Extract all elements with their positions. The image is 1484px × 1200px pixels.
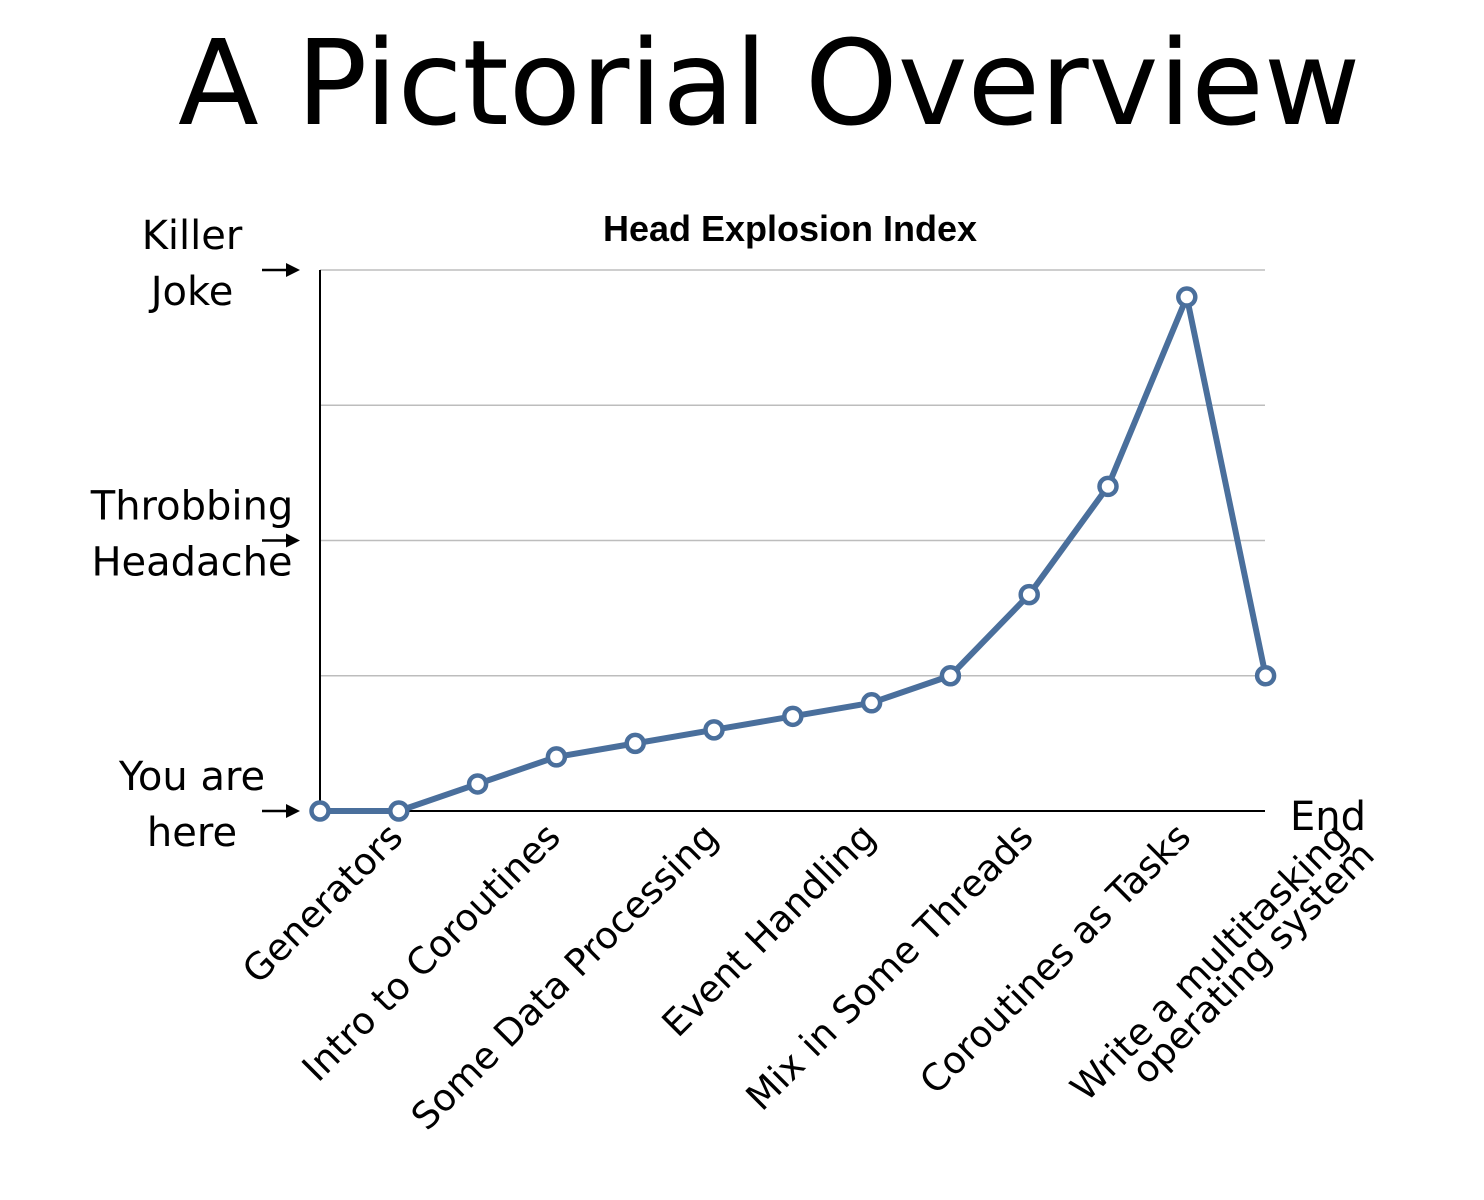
data-point: [860, 692, 883, 714]
y-annotation-label: Joke: [148, 269, 234, 315]
x-tick-label: Mix in Some Threads: [738, 815, 1042, 1119]
arrow-head-icon: [286, 263, 300, 277]
data-point: [624, 732, 646, 755]
x-tick-label: Generators: [234, 815, 411, 992]
data-point: [1176, 286, 1198, 308]
data-point: [466, 773, 489, 795]
data-point: [939, 665, 962, 687]
data-point: [545, 746, 568, 768]
series-head-explosion: [309, 286, 1277, 822]
chart-title: Head Explosion Index: [603, 208, 977, 249]
data-point: [1018, 583, 1040, 606]
y-annotation-label: Killer: [142, 213, 243, 259]
arrow-head-icon: [286, 533, 300, 548]
arrow-head-icon: [286, 804, 300, 818]
y-annotation-label: Headache: [91, 540, 292, 586]
data-point: [388, 800, 410, 822]
end-label: End: [1290, 794, 1366, 840]
gridlines: [320, 269, 1265, 677]
y-annotation-label: You are: [118, 754, 265, 800]
y-annotation-label: here: [147, 810, 237, 856]
data-point: [782, 705, 804, 728]
axes: [319, 270, 1265, 812]
x-tick-label: Intro to Coroutines: [294, 815, 569, 1090]
data-point: [1097, 475, 1119, 498]
y-annotations: Killer Joke Throbbing Headache You are here: [90, 213, 300, 856]
data-point: [309, 800, 331, 822]
data-point: [1254, 665, 1277, 687]
x-tick-label: Some Data Processing: [403, 815, 726, 1138]
slide-title: A Pictorial Overview: [178, 14, 1361, 152]
x-tick-label: Write a multitasking: [1062, 815, 1357, 1110]
series-line: [317, 294, 1269, 814]
data-point: [703, 719, 725, 741]
y-annotation-label: Throbbing: [90, 484, 293, 530]
